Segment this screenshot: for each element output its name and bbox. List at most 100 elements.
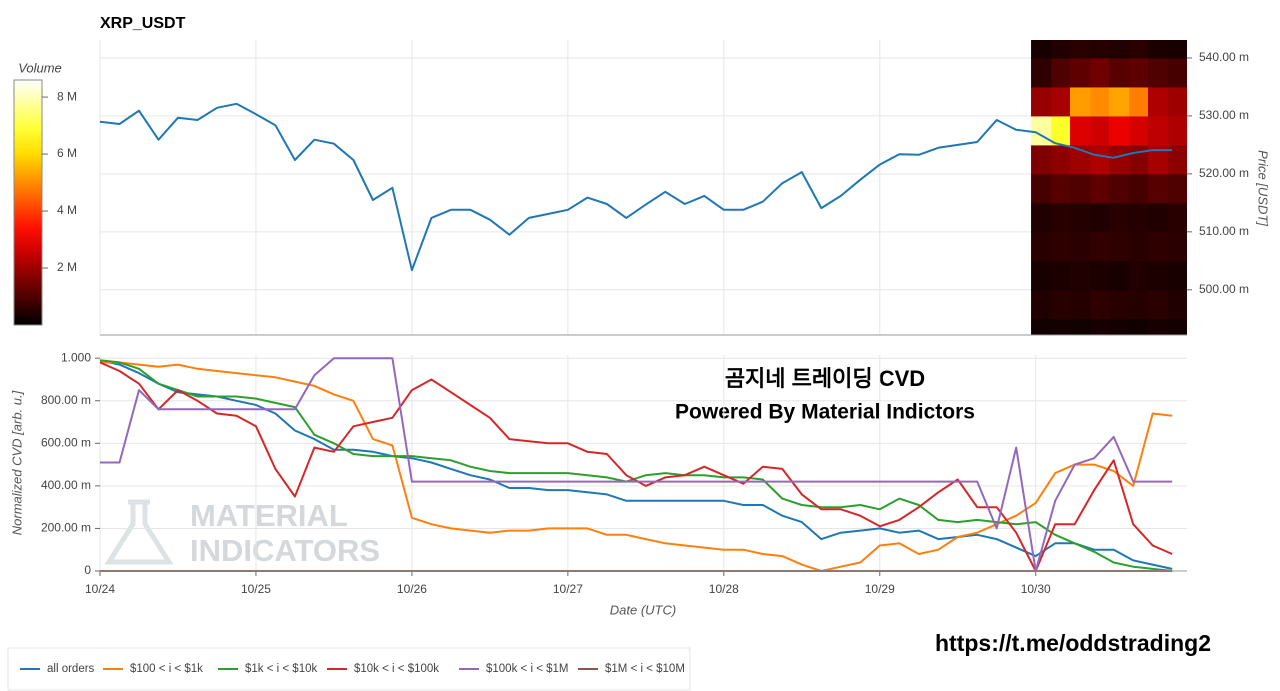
- colorbar-tick-label: 6 M: [57, 146, 77, 160]
- heatmap-cell: [1168, 318, 1187, 335]
- heatmap-cell: [1168, 57, 1187, 88]
- heatmap-cell: [1129, 202, 1149, 233]
- heatmap-cell: [1129, 40, 1149, 59]
- cvd-plot-area: [100, 355, 1187, 571]
- heatmap-cell: [1129, 289, 1149, 320]
- x-tick-label: 10/25: [241, 582, 271, 596]
- y-tick-label: 540.00 m: [1199, 50, 1249, 64]
- cvd-line: [100, 357, 1173, 572]
- heatmap-cell: [1051, 318, 1071, 335]
- price-line: [100, 102, 1173, 272]
- heatmap-cell: [1031, 202, 1052, 233]
- heatmap-cell: [1031, 318, 1052, 335]
- heatmap-cell: [1090, 40, 1110, 59]
- heatmap-cell: [1129, 231, 1149, 262]
- y-tick-label: 510.00 m: [1199, 224, 1249, 238]
- heatmap-cell: [1129, 260, 1149, 291]
- heatmap-cell: [1031, 115, 1052, 146]
- y-tick-label: 520.00 m: [1199, 166, 1249, 180]
- price-plot-area: [100, 40, 1187, 335]
- heatmap-cell: [1129, 86, 1149, 117]
- heatmap-cell: [1109, 86, 1130, 117]
- heatmap-cell: [1168, 144, 1187, 175]
- heatmap-cell: [1090, 115, 1110, 146]
- cvd-line: [100, 359, 1173, 570]
- y-tick-label: 1.000: [61, 350, 91, 364]
- colorbar: [13, 79, 43, 326]
- heatmap-cell: [1168, 86, 1187, 117]
- watermark: MATERIAL: [190, 498, 348, 533]
- chart-title: XRP_USDT: [100, 15, 186, 32]
- x-tick-label: 10/24: [85, 582, 115, 596]
- heatmap-cell: [1109, 40, 1130, 59]
- heatmap-cell: [1031, 173, 1052, 204]
- heatmap-cell: [1090, 260, 1110, 291]
- heatmap-cell: [1129, 57, 1149, 88]
- heatmap-cell: [1070, 202, 1091, 233]
- heatmap-cell: [1051, 40, 1071, 59]
- watermark-icon: [104, 499, 174, 565]
- heatmap-cell: [1109, 57, 1130, 88]
- heatmap-cell: [1109, 289, 1130, 320]
- legend-label: $100 < i < $1k: [130, 663, 203, 675]
- legend-label: $1k < i < $10k: [245, 663, 317, 675]
- heatmap-cell: [1051, 202, 1071, 233]
- heatmap-cell: [1051, 86, 1071, 117]
- cvd-line: [100, 361, 1173, 572]
- heatmap-cell: [1148, 202, 1169, 233]
- heatmap-cell: [1109, 260, 1130, 291]
- y-tick-label: 600.00 m: [41, 435, 91, 449]
- heatmap-cell: [1090, 144, 1110, 175]
- heatmap-cell: [1109, 173, 1130, 204]
- link: https://t.me/oddstrading2: [935, 630, 1211, 656]
- heatmap-cell: [1051, 57, 1071, 88]
- heatmap-cell: [1031, 86, 1052, 117]
- heatmap-cell: [1051, 115, 1071, 146]
- heatmap-cell: [1090, 289, 1110, 320]
- heatmap-cell: [1070, 318, 1091, 335]
- heatmap-cell: [1090, 318, 1110, 335]
- heatmap-cell: [1148, 86, 1169, 117]
- heatmap-cell: [1109, 202, 1130, 233]
- x-tick-label: 10/29: [865, 582, 895, 596]
- heatmap-cell: [1070, 40, 1091, 59]
- annotation: Powered By Material Indictors: [675, 401, 975, 424]
- y-axis-label: Normalized CVD [arb. u.]: [9, 390, 24, 535]
- heatmap-cell: [1109, 318, 1130, 335]
- heatmap-cell: [1070, 86, 1091, 117]
- legend-label: $10k < i < $100k: [354, 663, 439, 675]
- cvd-line: [100, 361, 1173, 572]
- heatmap-cell: [1168, 115, 1187, 146]
- heatmap-cell: [1031, 231, 1052, 262]
- heatmap-cell: [1168, 202, 1187, 233]
- heatmap-cell: [1148, 57, 1169, 88]
- x-axis-label: Date (UTC): [610, 602, 676, 617]
- x-tick-label: 10/30: [1021, 582, 1051, 596]
- x-tick-label: 10/27: [553, 582, 583, 596]
- heatmap-cell: [1168, 231, 1187, 262]
- heatmap-cell: [1051, 289, 1071, 320]
- heatmap-cell: [1109, 144, 1130, 175]
- heatmap-cell: [1129, 144, 1149, 175]
- heatmap-cell: [1031, 40, 1052, 59]
- y-tick-label: 500.00 m: [1199, 282, 1249, 296]
- y-tick-label: 530.00 m: [1199, 108, 1249, 122]
- x-tick-label: 10/28: [709, 582, 739, 596]
- heatmap-cell: [1051, 144, 1071, 175]
- heatmap-cell: [1129, 173, 1149, 204]
- colorbar-tick-label: 8 M: [57, 89, 77, 103]
- y-tick-label: 400.00 m: [41, 478, 91, 492]
- heatmap-cell: [1109, 231, 1130, 262]
- heatmap-cell: [1090, 231, 1110, 262]
- heatmap-cell: [1031, 57, 1052, 88]
- heatmap: [1031, 40, 1187, 335]
- heatmap-cell: [1070, 57, 1091, 88]
- heatmap-cell: [1070, 289, 1091, 320]
- watermark: INDICATORS: [190, 533, 380, 568]
- heatmap-cell: [1051, 231, 1071, 262]
- heatmap-cell: [1148, 318, 1169, 335]
- legend-label: all orders: [47, 663, 95, 675]
- heatmap-cell: [1168, 260, 1187, 291]
- legend-label: $1M < i < $10M: [605, 663, 685, 675]
